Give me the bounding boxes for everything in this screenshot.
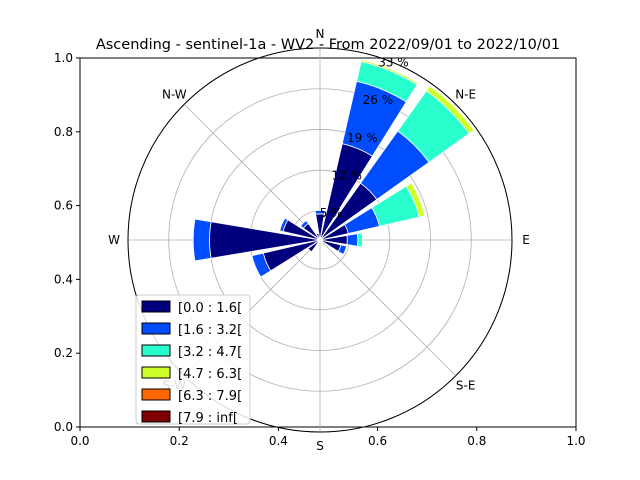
windrose-bar-segment	[360, 59, 419, 86]
windrose-bar-segment	[279, 217, 289, 232]
radial-tick-labels: 5 % 12 % 19 % 26 % 33 %	[320, 56, 409, 221]
direction-label: N-W	[162, 87, 187, 101]
windrose-bar-segment	[314, 209, 326, 215]
direction-label: E	[522, 233, 530, 247]
legend-swatch	[141, 388, 171, 401]
x-tick-label: 1.0	[566, 434, 585, 448]
legend-label: [3.2 : 4.7[	[178, 345, 242, 360]
windrose-bar-segment	[307, 239, 321, 253]
direction-label: S-E	[456, 379, 476, 393]
legend-label: [7.9 : inf[	[178, 411, 238, 426]
chart-title: Ascending - sentinel-1a - WV2 - From 202…	[96, 37, 560, 53]
x-tick-label: 0.0	[70, 434, 89, 448]
angular-grid-line	[183, 103, 321, 241]
radial-tick-label: 19 %	[347, 131, 378, 145]
windrose-bar-segment	[192, 218, 212, 262]
x-tick-label: 0.2	[170, 434, 189, 448]
x-tick-label: 0.6	[368, 434, 387, 448]
radial-tick-label: 12 %	[331, 168, 362, 182]
direction-label: N-E	[455, 87, 476, 101]
y-tick-label: 0.8	[54, 125, 73, 139]
polar-axes: 5 %12 %19 %26 %33 % NN-EES-ESS-WWN-W	[108, 27, 530, 453]
legend-swatch	[141, 300, 171, 313]
windrose-bar-segment	[425, 85, 475, 135]
legend-swatch	[141, 366, 171, 379]
legend: [0.0 : 1.6[ [1.6 : 3.2[ [3.2 : 4.7[ [4.7 : …	[135, 294, 251, 426]
x-axis-ticks: 0.0 0.2 0.4 0.6 0.8 1.0	[70, 427, 586, 448]
legend-swatch	[141, 410, 171, 423]
outer-axes-frame	[79, 57, 577, 428]
legend-label: [1.6 : 3.2[	[178, 323, 242, 338]
windrose-bar-segment	[251, 252, 272, 278]
windrose-bar-segment	[356, 232, 363, 248]
angular-grid-line	[319, 239, 457, 377]
windrose-bar-segment	[405, 182, 426, 218]
legend-label: [6.3 : 7.9[	[178, 389, 242, 404]
direction-label: S	[316, 439, 324, 453]
legend-label: [4.7 : 6.3[	[178, 367, 242, 382]
direction-label: W	[108, 233, 120, 247]
windrose-bar-segment	[300, 220, 309, 229]
y-tick-label: 0.0	[54, 420, 73, 434]
x-tick-label: 0.4	[269, 434, 288, 448]
y-tick-label: 0.4	[54, 272, 73, 286]
legend-label: [0.0 : 1.6[	[178, 301, 242, 316]
radial-tick-label: 33 %	[378, 56, 409, 70]
windrose-bar-segment	[346, 233, 359, 247]
y-tick-label: 0.2	[54, 346, 73, 360]
windrose-bar-segment	[315, 232, 321, 241]
windrose-bars	[192, 59, 475, 278]
windrose-bar-segment	[337, 244, 348, 256]
legend-swatch	[141, 344, 171, 357]
radial-tick-label: 5 %	[320, 206, 343, 220]
y-tick-label: 0.6	[54, 199, 73, 213]
x-tick-label: 0.8	[467, 434, 486, 448]
legend-swatch	[141, 322, 171, 335]
y-tick-label: 1.0	[54, 51, 73, 65]
radial-tick-label: 26 %	[363, 93, 394, 107]
y-axis-ticks: 0.0 0.2 0.4 0.6 0.8 1.0	[54, 51, 80, 434]
polar-frame	[127, 47, 513, 433]
direction-label: N	[316, 27, 325, 41]
